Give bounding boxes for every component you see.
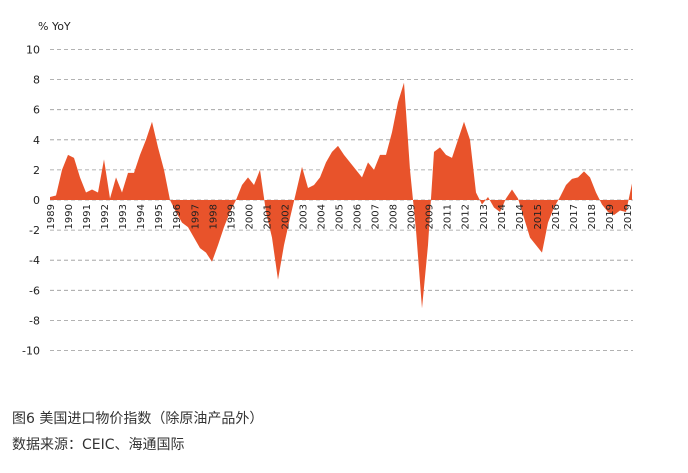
y-tick-label: 6 — [33, 104, 40, 117]
x-tick-label: 1999 — [226, 204, 237, 229]
x-tick-label: 2014 — [497, 204, 508, 229]
x-tick-label: 1998 — [208, 204, 219, 229]
y-tick-label: -10 — [22, 345, 40, 358]
chart: % YoY 10 8 6 4 2 0 -2 -4 -6 -8 -10 1989 1990 1991 1992… — [22, 20, 634, 358]
x-tick-label: 1992 — [100, 204, 111, 229]
x-tick-label: 2007 — [371, 204, 382, 229]
x-tick-label: 2005 — [335, 204, 346, 229]
x-tick-label: 2009 — [425, 204, 436, 229]
x-tick-label: 1996 — [172, 204, 183, 229]
y-tick-label: -6 — [29, 284, 40, 297]
y-axis-label: % YoY — [38, 20, 71, 33]
y-tick-label: -4 — [29, 254, 40, 267]
x-tick-label: 1991 — [82, 204, 93, 229]
x-tick-label: 2013 — [479, 204, 490, 229]
x-tick-label: 2002 — [280, 204, 291, 229]
x-tick-label: 2000 — [244, 204, 255, 229]
x-tick-label: 2019 — [623, 204, 634, 229]
y-tick-label: 8 — [33, 74, 40, 87]
x-tick-label: 1989 — [46, 204, 57, 229]
x-tick-label: 2003 — [298, 204, 309, 229]
x-tick-label: 2009 — [407, 204, 418, 229]
caption-source: 数据来源：CEIC、海通国际 — [12, 437, 185, 453]
y-tick-label: -2 — [29, 224, 40, 237]
y-tick-label: 0 — [33, 194, 40, 207]
x-tick-label: 2018 — [587, 204, 598, 229]
x-tick-label: 2004 — [316, 204, 327, 229]
x-tick-label: 2006 — [353, 204, 364, 229]
x-tick-label: 2015 — [533, 204, 544, 229]
x-tick-label: 2011 — [443, 204, 454, 229]
y-tick-label: 10 — [26, 44, 40, 57]
area — [50, 82, 632, 309]
x-tick-label: 2016 — [551, 204, 562, 229]
y-tick-label: 4 — [33, 134, 40, 147]
x-tick-label: 1993 — [118, 204, 129, 229]
x-tick-label: 1994 — [136, 204, 147, 229]
x-tick-label: 2017 — [569, 204, 580, 229]
x-tick-label: 2012 — [461, 204, 472, 229]
x-tick-label: 1990 — [64, 204, 75, 229]
y-tick-label: -8 — [29, 314, 40, 327]
x-tick-label: 2014 — [515, 204, 526, 229]
x-tick-label: 2001 — [262, 204, 273, 229]
caption-title: 图6 美国进口物价指数（除原油产品外） — [12, 411, 264, 427]
x-tick-label: 1995 — [154, 204, 165, 229]
x-tick-label: 1997 — [190, 204, 201, 229]
x-tick-label: 2019 — [605, 204, 616, 229]
x-tick-label: 2008 — [389, 204, 400, 229]
y-tick-label: 2 — [33, 164, 40, 177]
